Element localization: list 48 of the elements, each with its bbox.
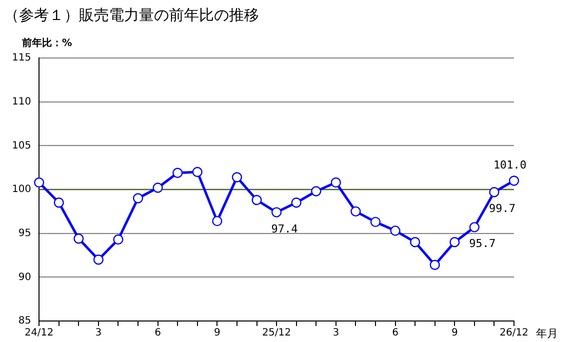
x-tick-label: 9 <box>451 328 458 339</box>
point <box>74 233 84 244</box>
y-tick-label: 110 <box>12 96 32 108</box>
point <box>252 194 262 206</box>
point <box>450 237 460 248</box>
point <box>489 187 500 198</box>
x-tick-label: 6 <box>154 328 162 339</box>
point <box>469 222 480 232</box>
point <box>212 216 222 226</box>
chart-title: （参考１）販売電力量の前年比の推移 <box>4 6 259 25</box>
point <box>350 206 361 217</box>
data-label: 99.7 <box>488 202 516 216</box>
x-axis-title: 年月 <box>536 326 558 341</box>
point <box>232 172 242 182</box>
x-tick-label: 25/12 <box>262 328 291 339</box>
point <box>410 237 420 248</box>
data-label: 97.4 <box>271 222 298 236</box>
y-tick-label: 115 <box>12 52 32 64</box>
y-tick-label: 100 <box>12 184 32 196</box>
point <box>430 260 440 270</box>
point <box>93 254 104 265</box>
x-tick-label: 3 <box>332 328 340 339</box>
y-axis-title: 前年比：% <box>22 36 72 50</box>
point <box>34 177 44 188</box>
point <box>113 234 124 245</box>
point <box>330 177 342 188</box>
point <box>192 166 202 178</box>
point <box>152 182 163 193</box>
point <box>132 193 144 204</box>
point <box>311 186 322 196</box>
data-label: 101.0 <box>493 158 527 172</box>
point <box>390 226 400 236</box>
point <box>172 168 183 178</box>
x-tick-label: 3 <box>95 328 102 339</box>
data-label: 95.7 <box>469 237 496 250</box>
point <box>271 207 282 218</box>
y-tick-label: 85 <box>18 316 32 327</box>
y-tick-label: 90 <box>18 272 32 283</box>
y-tick-label: 95 <box>18 228 32 239</box>
y-tick-label: 105 <box>12 140 32 152</box>
point <box>370 216 381 228</box>
x-tick-label: 26/12 <box>500 328 528 339</box>
point <box>54 198 64 208</box>
x-tick-label: 24/12 <box>24 328 54 339</box>
point <box>508 176 520 186</box>
point <box>291 198 302 208</box>
x-tick-label: 6 <box>392 328 398 339</box>
x-tick-label: 9 <box>214 328 220 339</box>
